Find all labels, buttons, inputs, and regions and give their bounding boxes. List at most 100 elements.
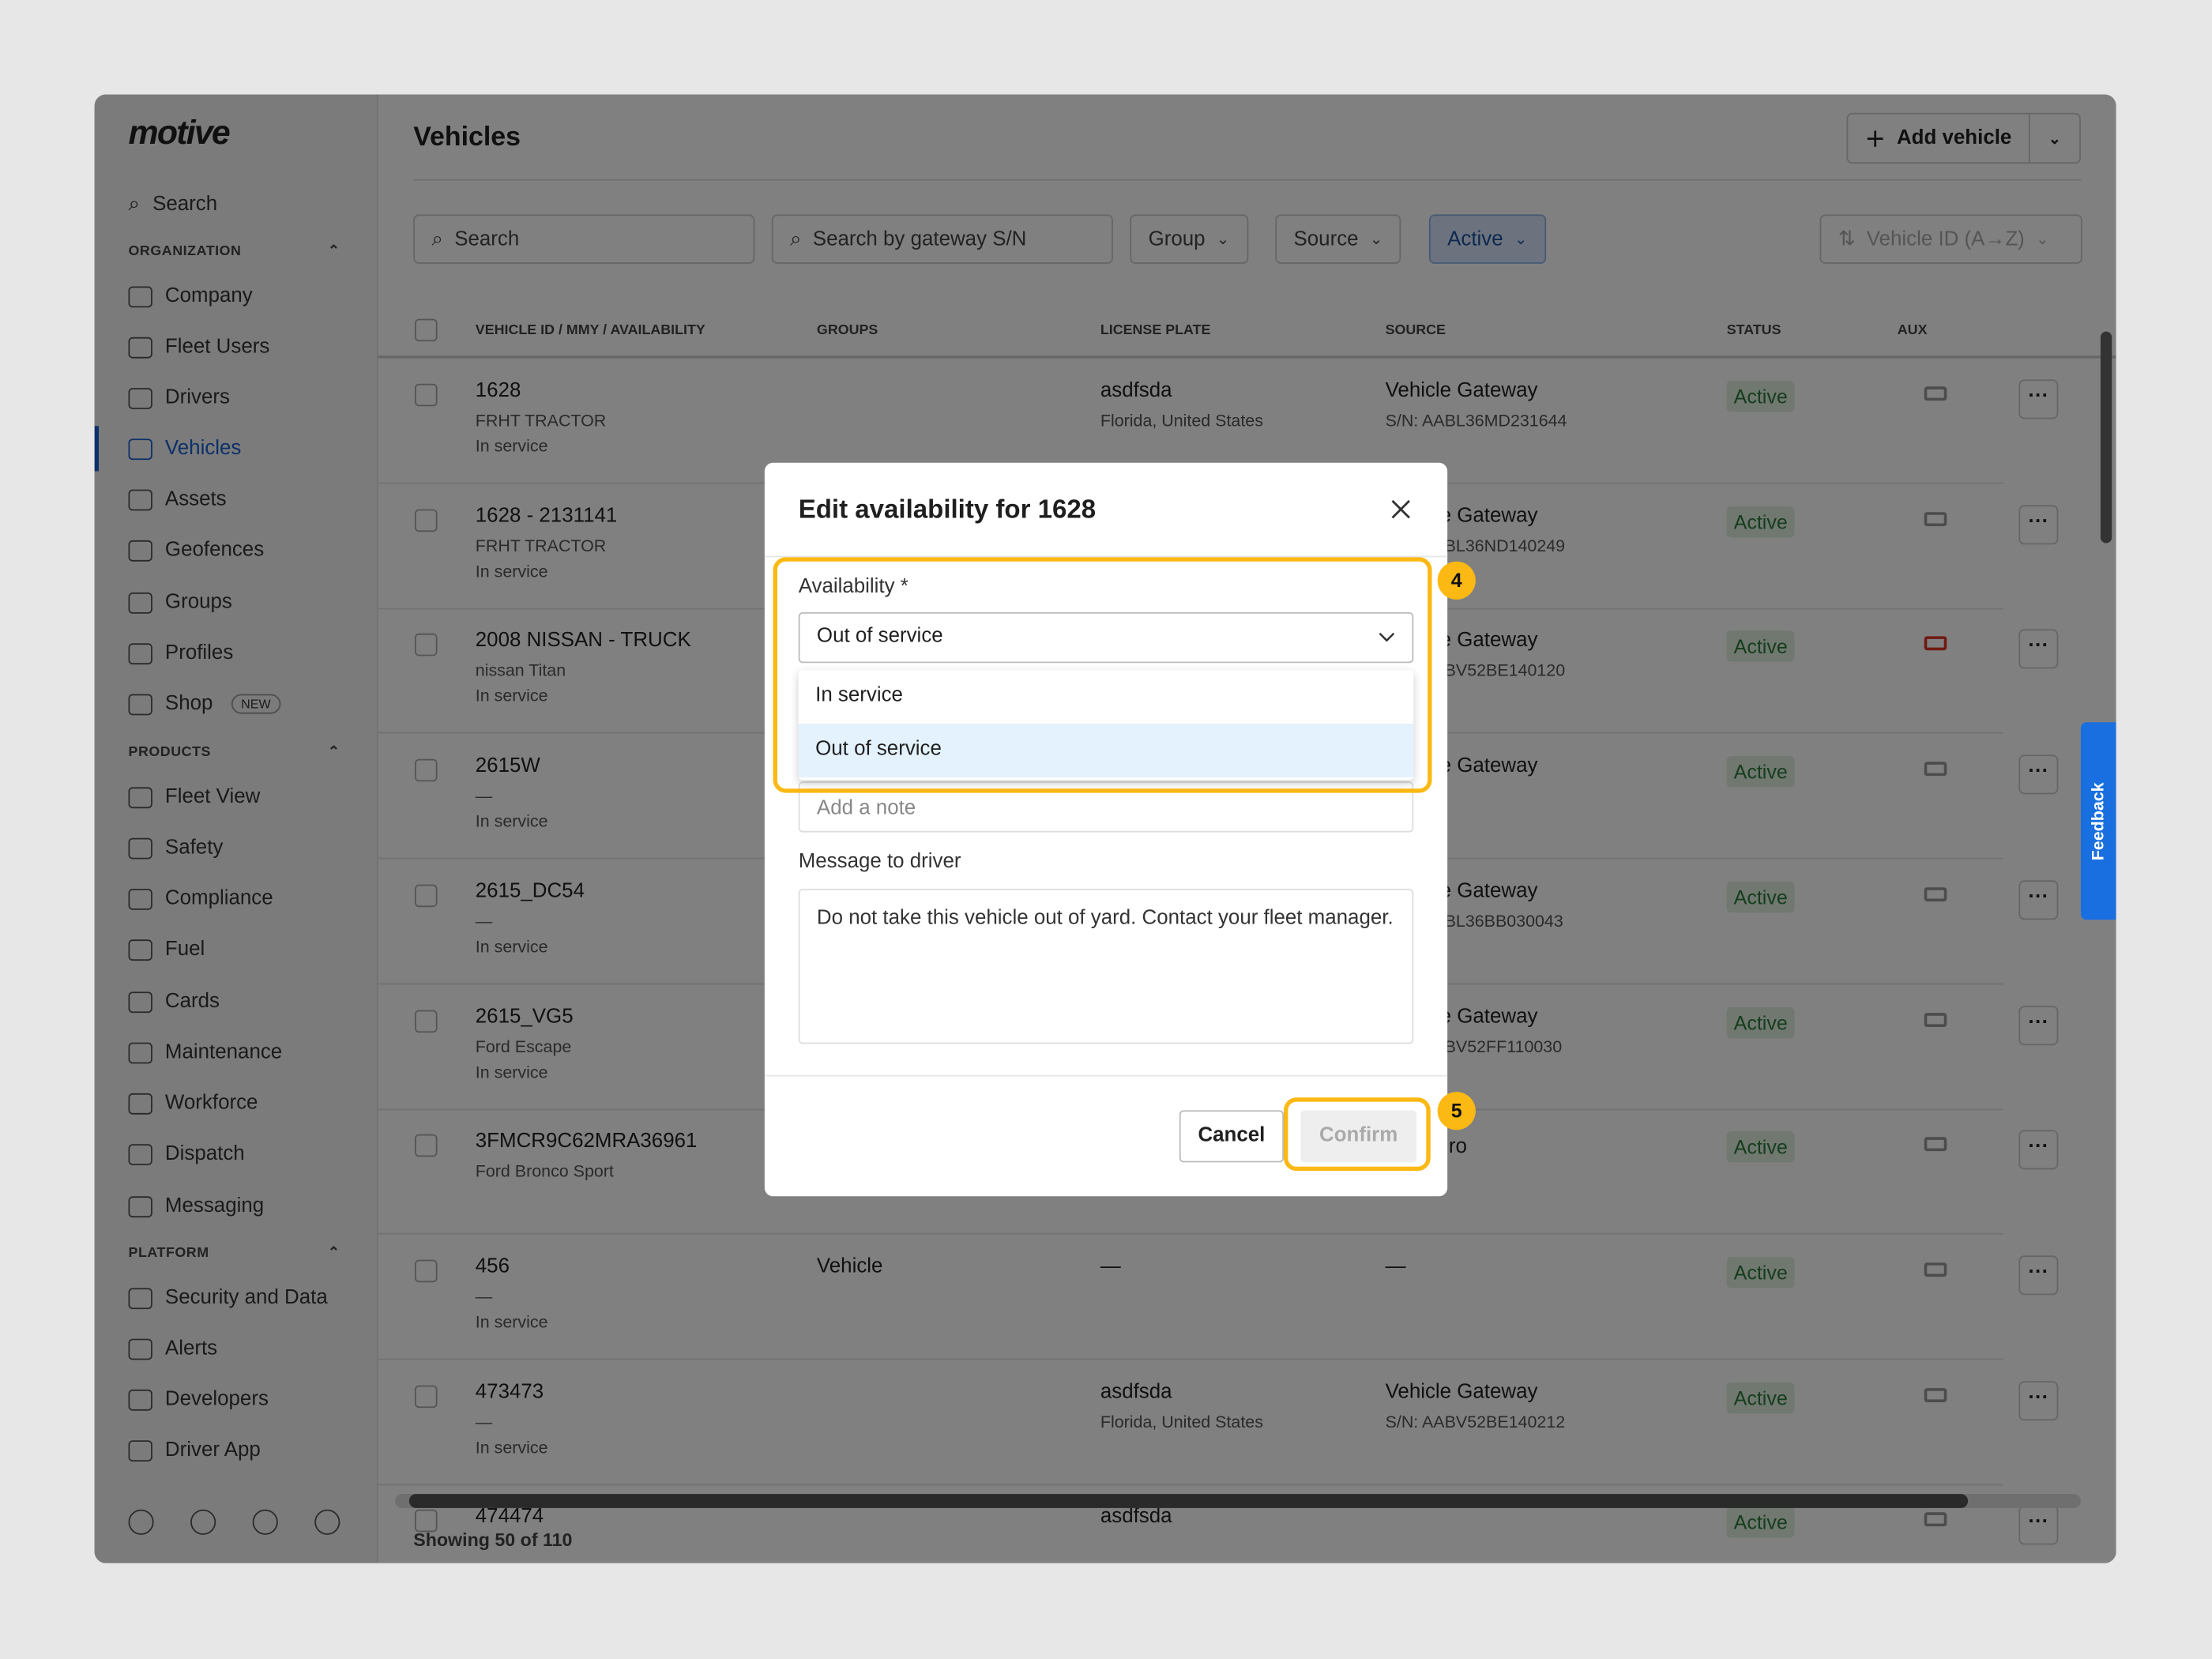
aux-icon [1924,762,1947,777]
sidebar-item-messaging[interactable]: Messaging [128,1189,264,1223]
availability-select[interactable]: Out of service [798,611,1414,664]
add-vehicle-button[interactable]: ＋ Add vehicle [1848,114,2030,163]
message-textarea[interactable]: Do not take this vehicle out of yard. Co… [798,888,1414,1044]
note-textarea[interactable]: Add a note [798,781,1414,833]
sidebar-item-geofences[interactable]: Geofences [128,533,264,567]
vehicle-id: 473473 [475,1380,544,1404]
table-row[interactable]: 473473 — In service asdfsda Florida, United … [378,1360,2059,1485]
sidebar-item-groups[interactable]: Groups [128,585,232,619]
more-actions-button[interactable]: ··· [2018,379,2059,419]
sidebar-item-safety[interactable]: Safety [128,831,223,865]
sidebar-item-label: Fuel [164,938,205,961]
sidebar-section-1[interactable]: PRODUCTS ⌃ [128,745,340,761]
more-actions-button[interactable]: ··· [2018,754,2059,795]
sidebar-item-company[interactable]: Company [128,280,253,314]
sidebar-item-fleet-users[interactable]: Fleet Users [128,330,269,364]
sidebar-section-2[interactable]: PLATFORM ⌃ [128,1246,340,1262]
more-actions-button[interactable]: ··· [2018,504,2059,544]
row-checkbox[interactable] [414,1259,438,1283]
row-checkbox[interactable] [414,634,438,657]
sidebar-item-alerts[interactable]: Alerts [128,1332,217,1366]
sidebar-section-0[interactable]: ORGANIZATION ⌃ [128,244,340,260]
sidebar-search[interactable]: ⌕ Search [128,193,218,216]
sidebar-item-assets[interactable]: Assets [128,483,227,517]
account-icon[interactable] [314,1509,340,1535]
sidebar-item-developers[interactable]: Developers [128,1382,269,1416]
sidebar-item-label: Driver App [164,1439,261,1462]
bell-icon[interactable] [252,1509,278,1535]
row-checkbox[interactable] [414,1384,438,1408]
row-checkbox[interactable] [414,758,438,782]
more-actions-button[interactable]: ··· [2018,630,2059,670]
sidebar-item-label: Compliance [164,887,273,910]
more-actions-button[interactable]: ··· [2018,1130,2059,1170]
edit-availability-dialog: Edit availability for 1628 Availability … [764,462,1448,1197]
wrench-icon [128,1041,152,1063]
vertical-scrollbar[interactable] [2097,320,2112,1477]
row-checkbox[interactable] [414,884,438,907]
table-row[interactable]: 474474 asdfsda Active ··· [378,1484,2059,1563]
source: Vehicle Gateway [1385,379,1538,402]
source-filter[interactable]: Source ⌄ [1275,214,1401,264]
sidebar-item-fleet-view[interactable]: Fleet View [128,780,260,814]
confirm-button[interactable]: Confirm [1300,1110,1416,1163]
vehicle-availability: In service [475,936,548,957]
more-actions-button[interactable]: ··· [2018,879,2059,920]
option-out-of-service[interactable]: Out of service [798,724,1414,777]
status-badge: Active [1726,881,1795,912]
option-in-service[interactable]: In service [815,684,903,707]
sidebar-item-dispatch[interactable]: Dispatch [128,1137,245,1171]
user-icon [128,1093,152,1114]
sidebar-item-cards[interactable]: Cards [128,984,220,1018]
source: ro [1448,1135,1467,1159]
group-filter[interactable]: Group ⌄ [1130,214,1248,264]
vehicle-id: 3FMCR9C62MRA36961 [475,1130,698,1153]
chevron-up-icon: ⌃ [327,243,340,260]
column-header: LICENSE PLATE [1100,322,1211,339]
vehicle-mmy: — [475,911,493,931]
sidebar-item-vehicles[interactable]: Vehicles [94,426,241,472]
vehicle-mmy: FRHT TRACTOR [475,410,607,431]
sidebar-item-maintenance[interactable]: Maintenance [128,1036,282,1070]
row-checkbox[interactable] [414,1134,438,1157]
help-icon[interactable] [190,1509,216,1535]
row-checkbox[interactable] [414,1510,438,1533]
more-actions-button[interactable]: ··· [2018,1255,2059,1296]
feedback-tab[interactable]: Feedback [2080,722,2116,920]
search-input[interactable]: ⌕ Search [413,214,755,264]
sidebar-item-driver-app[interactable]: Driver App [128,1433,261,1467]
add-vehicle-dropdown[interactable]: ⌄ [2030,115,2080,163]
close-icon[interactable] [1391,499,1411,519]
vehicle-id: 474474 [475,1505,544,1529]
vehicle-availability: In service [475,561,548,581]
row-checkbox[interactable] [414,509,438,532]
sidebar-item-profiles[interactable]: Profiles [128,636,233,670]
sidebar-item-fuel[interactable]: Fuel [128,932,205,966]
sidebar-item-shop[interactable]: Shop NEW [128,687,281,721]
map-pin-icon[interactable] [128,1509,154,1535]
row-checkbox[interactable] [414,383,438,407]
table-row[interactable]: 456 — In service Vehicle — — Active ··· [378,1234,2059,1360]
cancel-button[interactable]: Cancel [1179,1110,1284,1163]
vehicle-availability: In service [475,811,548,831]
horizontal-scrollbar[interactable] [394,1494,2081,1508]
profile-icon [128,642,152,664]
sidebar-item-compliance[interactable]: Compliance [128,882,273,916]
aux-icon [1924,886,1947,901]
table-row[interactable]: 3FMCR9C62MRA36961 Ford Bronco Sport ro Acti… [378,1109,2059,1235]
select-all-checkbox[interactable] [414,318,438,342]
sort-select[interactable]: ⇅ Vehicle ID (A→Z) ⌄ [1819,214,2082,264]
gateway-search-input[interactable]: ⌕ Search by gateway S/N [771,214,1113,264]
row-checkbox[interactable] [414,1009,438,1033]
sidebar-item-label: Workforce [164,1092,258,1115]
more-actions-button[interactable]: ··· [2018,1005,2059,1045]
sidebar-item-security-and-data[interactable]: Security and Data [128,1281,328,1315]
sidebar-item-workforce[interactable]: Workforce [128,1086,258,1120]
sidebar-item-drivers[interactable]: Drivers [128,381,230,415]
truck-icon [128,438,152,460]
vehicle-availability: In service [475,1311,548,1332]
more-actions-button[interactable]: ··· [2018,1505,2059,1545]
status-filter[interactable]: Active ⌄ [1428,214,1546,264]
section-label: PRODUCTS [128,744,211,761]
more-actions-button[interactable]: ··· [2018,1380,2059,1420]
